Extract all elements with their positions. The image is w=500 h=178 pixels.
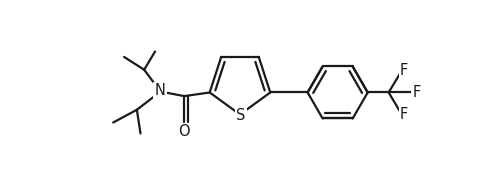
- Text: F: F: [412, 85, 421, 100]
- Text: F: F: [400, 63, 408, 78]
- Text: S: S: [236, 108, 246, 123]
- Text: F: F: [400, 107, 408, 122]
- Text: O: O: [178, 124, 190, 139]
- Text: N: N: [154, 83, 165, 98]
